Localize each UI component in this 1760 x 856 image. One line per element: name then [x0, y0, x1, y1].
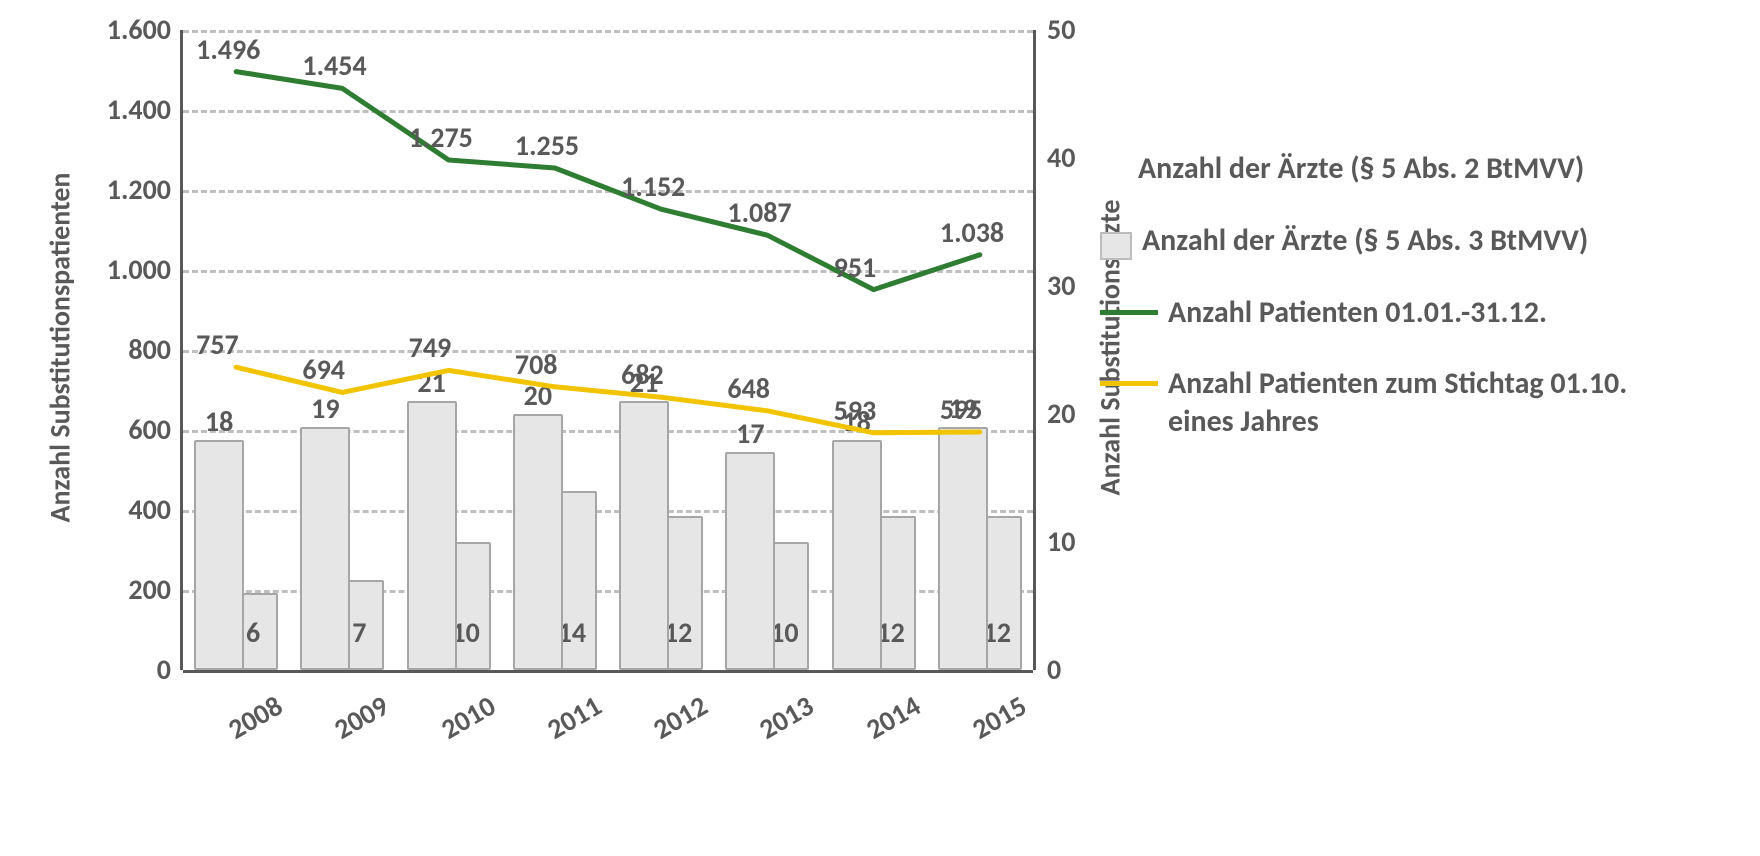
right-axis-line [1033, 30, 1036, 670]
line-data-label: 1.454 [302, 48, 366, 83]
x-tick-label: 2014 [826, 688, 926, 766]
line-data-label: 1.038 [940, 215, 1004, 250]
left-tick-label: 1.400 [83, 92, 171, 127]
x-tick-label: 2008 [189, 688, 289, 766]
x-tick-label: 2010 [401, 688, 501, 766]
left-tick-label: 1.600 [83, 12, 171, 47]
right-tick-label: 30 [1047, 268, 1075, 303]
left-axis-title: Anzahl Substitutionspatienten [43, 138, 78, 558]
left-tick-label: 1.200 [83, 172, 171, 207]
legend-item: Anzahl Patienten 01.01.-31.12. [1100, 294, 1688, 332]
line-data-label: 1.496 [196, 32, 260, 67]
legend-label: Anzahl Patienten 01.01.-31.12. [1168, 294, 1547, 332]
chart-root: Anzahl Substitutionspatienten Anzahl Sub… [0, 0, 1760, 856]
line-series [183, 30, 1033, 670]
left-tick-label: 400 [83, 492, 171, 527]
right-tick-label: 40 [1047, 140, 1075, 175]
right-tick-label: 0 [1047, 652, 1061, 687]
x-tick-label: 2012 [614, 688, 714, 766]
line-data-label: 1.275 [409, 120, 473, 155]
plot-area: 02004006008001.0001.2001.4001.6000102030… [180, 30, 1033, 670]
legend-item: Anzahl der Ärzte (§ 5 Abs. 3 BtMVV) [1100, 222, 1688, 260]
left-tick-label: 0 [83, 652, 171, 687]
right-tick-label: 50 [1047, 12, 1075, 47]
line-data-label: 1.255 [515, 128, 579, 163]
legend: Anzahl der Ärzte (§ 5 Abs. 2 BtMVV) Anzah… [1100, 150, 1688, 474]
right-tick-label: 20 [1047, 396, 1075, 431]
line-data-label: 1.152 [621, 169, 685, 204]
legend-label: Anzahl der Ärzte (§ 5 Abs. 3 BtMVV) [1142, 222, 1588, 260]
legend-swatch [1100, 310, 1158, 315]
legend-item: Anzahl der Ärzte (§ 5 Abs. 2 BtMVV) [1100, 150, 1688, 188]
left-tick-label: 200 [83, 572, 171, 607]
legend-swatch [1100, 381, 1158, 386]
x-tick-label: 2015 [933, 688, 1033, 766]
legend-label: Anzahl der Ärzte (§ 5 Abs. 2 BtMVV) [1138, 150, 1584, 188]
legend-item: Anzahl Patienten zum Stichtag 01.10. ein… [1100, 365, 1688, 440]
legend-swatch [1100, 160, 1128, 184]
gridline [183, 670, 1033, 673]
line-data-label: 951 [834, 250, 877, 285]
legend-label: Anzahl Patienten zum Stichtag 01.10. ein… [1168, 365, 1688, 440]
x-tick-label: 2011 [508, 688, 608, 766]
right-tick-label: 10 [1047, 524, 1075, 559]
line-data-label: 1.087 [727, 195, 791, 230]
legend-swatch [1100, 232, 1132, 260]
x-tick-label: 2013 [720, 688, 820, 766]
x-tick-label: 2009 [295, 688, 395, 766]
left-tick-label: 1.000 [83, 252, 171, 287]
left-tick-label: 800 [83, 332, 171, 367]
left-tick-label: 600 [83, 412, 171, 447]
